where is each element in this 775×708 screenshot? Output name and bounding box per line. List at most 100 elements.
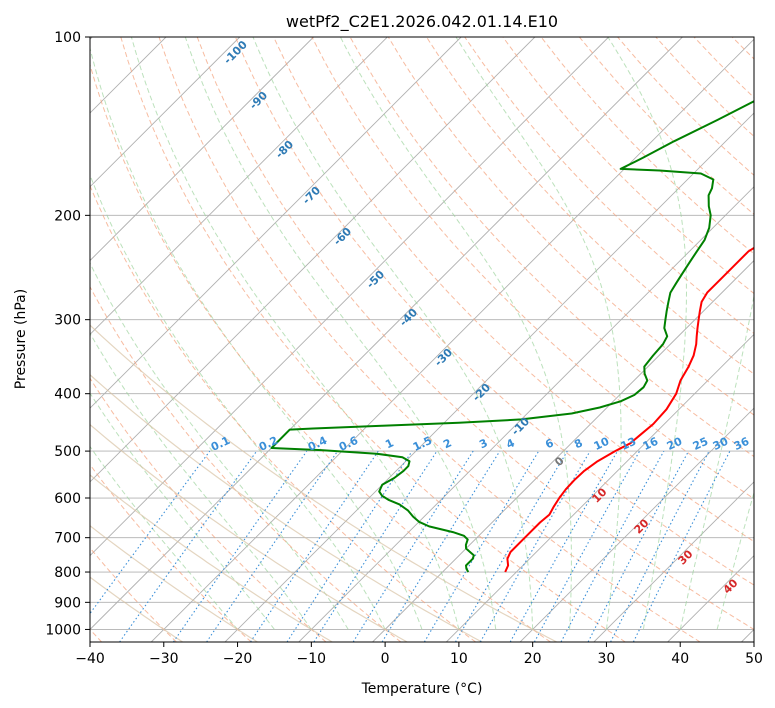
mixing-ratio-line bbox=[313, 450, 438, 642]
x-tick-label: 0 bbox=[381, 651, 390, 667]
mixing-ratio-line bbox=[381, 450, 501, 642]
moist-adiabat-line bbox=[90, 173, 386, 630]
isotherm-line bbox=[372, 259, 754, 642]
dry-adiabat-line bbox=[120, 37, 626, 642]
moist-adiabat-line bbox=[90, 332, 312, 630]
y-tick-label: 300 bbox=[54, 313, 81, 329]
moist-adiabat-line bbox=[252, 37, 534, 630]
moist-adiabat-line bbox=[90, 46, 423, 630]
dry-adiabat-line bbox=[90, 63, 551, 642]
mixing-ratio-line bbox=[560, 450, 665, 642]
dewpoint-profile-line bbox=[270, 100, 754, 573]
y-tick-label: 400 bbox=[54, 387, 81, 403]
dry-adiabat-line bbox=[273, 37, 754, 543]
y-axis-title: Pressure (hPa) bbox=[13, 289, 29, 389]
isotherm-line bbox=[90, 37, 683, 631]
x-tick-label: −30 bbox=[149, 651, 179, 667]
isotherm-line bbox=[90, 37, 536, 483]
y-tick-label: 800 bbox=[54, 565, 81, 581]
y-tick-label: 1000 bbox=[45, 622, 81, 638]
mixing-ratio-line bbox=[509, 450, 618, 642]
moist-adiabat-line bbox=[90, 261, 349, 630]
mixing-ratio-line bbox=[250, 450, 379, 642]
plot-background bbox=[90, 37, 754, 642]
x-tick-label: −40 bbox=[75, 651, 105, 667]
dry-adiabat-line bbox=[349, 37, 754, 458]
mixing-ratio-label: 16 bbox=[641, 435, 661, 453]
x-tick-label: 20 bbox=[524, 651, 542, 667]
moist-adiabats bbox=[90, 37, 754, 630]
mixing-ratio-label: 25 bbox=[691, 435, 710, 453]
pressure-gridlines bbox=[90, 37, 754, 630]
isotherm-line bbox=[90, 37, 609, 557]
dry-adiabat-line bbox=[311, 37, 754, 500]
dry-adiabat-line bbox=[90, 184, 476, 642]
isotherm-line bbox=[224, 112, 754, 642]
x-tick-label: −20 bbox=[223, 651, 253, 667]
dry-adiabat-line bbox=[90, 463, 252, 642]
mixing-ratio-label: 10 bbox=[592, 435, 612, 453]
moist-adiabat-line bbox=[455, 37, 622, 630]
dry-adiabat-line bbox=[90, 285, 402, 642]
x-tick-label: 10 bbox=[450, 651, 468, 667]
moist-adiabat-line bbox=[130, 37, 460, 630]
mixing-ratio-label: 36 bbox=[732, 435, 752, 453]
y-tick-label: 600 bbox=[54, 491, 81, 507]
reference-adiabat-line bbox=[90, 576, 183, 642]
isotherm-line bbox=[593, 481, 754, 642]
isotherm-line bbox=[90, 37, 388, 335]
reference-adiabat-line bbox=[90, 324, 557, 642]
mixing-ratio-line bbox=[90, 450, 211, 615]
mixing-ratio-line bbox=[119, 450, 258, 642]
x-axis-ticks: −40 −30 −20 −10 0 10 20 30 40 50 bbox=[75, 642, 763, 667]
moist-adiabat-line bbox=[716, 490, 754, 630]
dry-adiabat-line bbox=[196, 37, 754, 630]
isotherm-line bbox=[90, 37, 241, 188]
profile-series bbox=[270, 100, 754, 573]
dry-adiabat-line bbox=[502, 37, 754, 295]
mixing-ratio-label: 30 bbox=[711, 435, 731, 453]
x-tick-label: −10 bbox=[297, 651, 327, 667]
moist-adiabat-line bbox=[607, 37, 688, 630]
y-axis-ticks: 100 200 300 400 500 600 700 800 900 1000 bbox=[45, 30, 90, 638]
mixing-ratio-lines bbox=[90, 450, 731, 642]
mixing-ratio-label: 20 bbox=[665, 435, 685, 453]
isotherm-line bbox=[90, 37, 462, 409]
mixing-ratio-line bbox=[172, 450, 308, 642]
dry-adiabat-line bbox=[90, 377, 327, 642]
mixing-ratio-line bbox=[206, 450, 339, 642]
y-tick-label: 700 bbox=[54, 531, 81, 547]
mixing-ratio-line bbox=[286, 450, 413, 642]
dry-adiabat-line bbox=[770, 37, 775, 642]
skewed-isotherm-grid bbox=[90, 37, 754, 642]
isotherm-line bbox=[150, 38, 754, 642]
plot-frame bbox=[89, 36, 755, 643]
dry-adiabats bbox=[90, 37, 775, 642]
y-tick-label: 900 bbox=[54, 595, 81, 611]
mixing-ratio-label: 13 bbox=[619, 435, 638, 453]
mixing-ratio-line bbox=[632, 450, 731, 642]
y-tick-label: 500 bbox=[54, 444, 81, 460]
moist-adiabat-line bbox=[184, 37, 497, 630]
isotherm-line bbox=[90, 37, 314, 262]
y-tick-label: 200 bbox=[54, 208, 81, 224]
isotherm-line bbox=[446, 333, 754, 642]
y-tick-label: 100 bbox=[54, 30, 81, 46]
chart-title: wetPf2_C2E1.2026.042.01.14.E10 bbox=[286, 12, 558, 32]
moist-adiabat-line bbox=[339, 37, 572, 630]
reference-adiabat-line bbox=[90, 474, 333, 642]
x-tick-label: 40 bbox=[671, 651, 689, 667]
reference-adiabat-line bbox=[90, 524, 258, 642]
dry-adiabat-line bbox=[158, 37, 701, 642]
x-tick-label: 50 bbox=[745, 651, 763, 667]
moist-adiabat-line bbox=[679, 293, 754, 630]
reference-adiabat-line bbox=[90, 373, 483, 642]
mixing-ratio-line bbox=[533, 450, 641, 642]
isotherm-line bbox=[519, 407, 754, 642]
dry-adiabat-line bbox=[426, 37, 754, 375]
dry-adiabat-line bbox=[90, 547, 177, 642]
temperature-profile-line bbox=[504, 246, 754, 573]
reference-adiabat-line bbox=[90, 423, 408, 642]
x-tick-label: 30 bbox=[598, 651, 616, 667]
